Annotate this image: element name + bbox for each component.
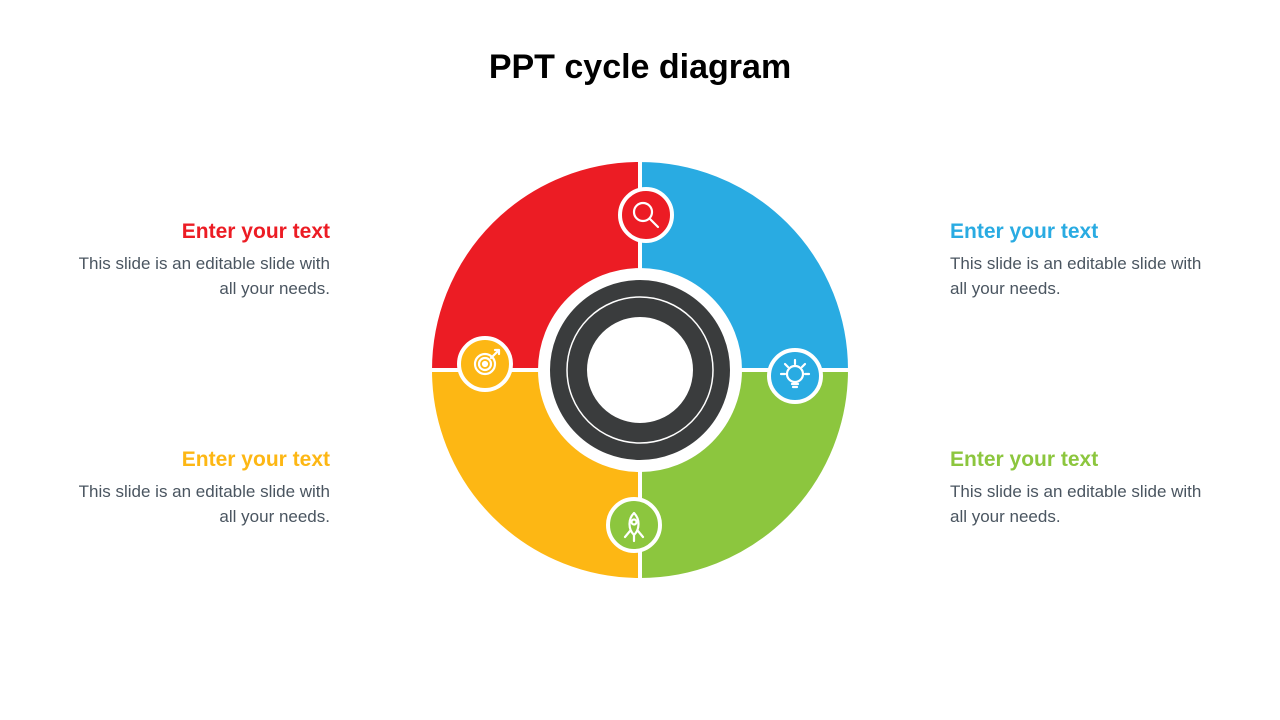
cycle-diagram xyxy=(430,160,850,580)
puzzle-knob xyxy=(620,189,672,241)
puzzle-knob xyxy=(769,350,821,402)
text-body: This slide is an editable slide with all… xyxy=(70,252,330,301)
text-heading: Enter your text xyxy=(950,448,1210,472)
text-block-bottom-left: Enter your text This slide is an editabl… xyxy=(70,448,330,529)
text-block-top-right: Enter your text This slide is an editabl… xyxy=(950,220,1210,301)
page-title: PPT cycle diagram xyxy=(0,48,1280,87)
text-heading: Enter your text xyxy=(950,220,1210,244)
text-heading: Enter your text xyxy=(70,220,330,244)
text-heading: Enter your text xyxy=(70,448,330,472)
text-block-top-left: Enter your text This slide is an editabl… xyxy=(70,220,330,301)
text-body: This slide is an editable slide with all… xyxy=(950,480,1210,529)
hub-inner xyxy=(586,316,694,424)
text-body: This slide is an editable slide with all… xyxy=(70,480,330,529)
text-block-bottom-right: Enter your text This slide is an editabl… xyxy=(950,448,1210,529)
text-body: This slide is an editable slide with all… xyxy=(950,252,1210,301)
